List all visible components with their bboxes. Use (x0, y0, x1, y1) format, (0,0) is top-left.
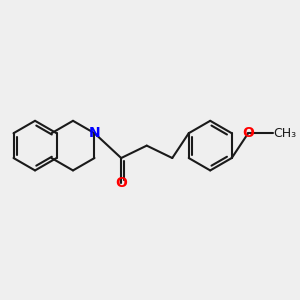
Text: CH₃: CH₃ (273, 127, 296, 140)
Text: O: O (242, 126, 254, 140)
Text: N: N (89, 126, 100, 140)
Text: O: O (115, 176, 127, 190)
